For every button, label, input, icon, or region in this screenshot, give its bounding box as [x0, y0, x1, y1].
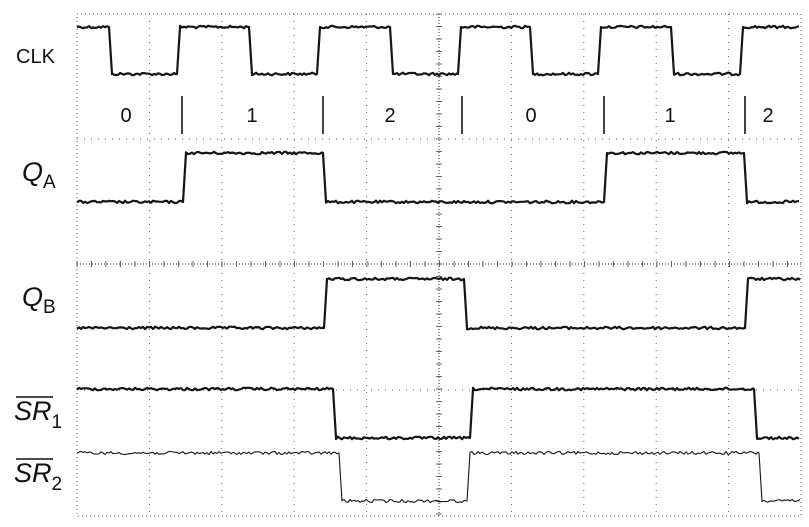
count-markers — [181, 96, 746, 134]
trace-qa — [76, 150, 800, 205]
count-label-1b: 1 — [664, 105, 675, 127]
signal-label-qa-sub: A — [43, 172, 56, 193]
trace-sr1 — [76, 386, 800, 441]
signal-traces — [76, 24, 801, 504]
trace-qb — [76, 276, 801, 331]
signal-label-sr2: SR2 — [14, 458, 62, 495]
scope-grid — [76, 13, 802, 517]
count-label-0a: 0 — [120, 105, 131, 127]
signal-label-sr2-name: SR — [14, 458, 52, 488]
signal-label-qb-sub: B — [43, 297, 56, 318]
signal-label-clk: CLK — [16, 46, 56, 68]
count-label-2a: 2 — [384, 105, 395, 127]
count-label-0b: 0 — [525, 105, 536, 127]
signal-label-qa-name: Q — [22, 157, 43, 187]
signal-label-qb-name: Q — [22, 282, 43, 312]
trace-clk — [76, 24, 800, 77]
count-label-2b: 2 — [762, 105, 773, 127]
signal-label-qa: QA — [22, 157, 56, 193]
signal-label-sr2-sub: 2 — [52, 474, 63, 495]
signal-label-sr1: SR1 — [14, 396, 62, 433]
trace-sr2 — [76, 450, 801, 504]
count-label-1a: 1 — [246, 105, 257, 127]
signal-label-qb: QB — [22, 282, 56, 318]
signal-label-sr1-sub: 1 — [52, 412, 63, 433]
signal-label-sr1-name: SR — [14, 396, 52, 426]
